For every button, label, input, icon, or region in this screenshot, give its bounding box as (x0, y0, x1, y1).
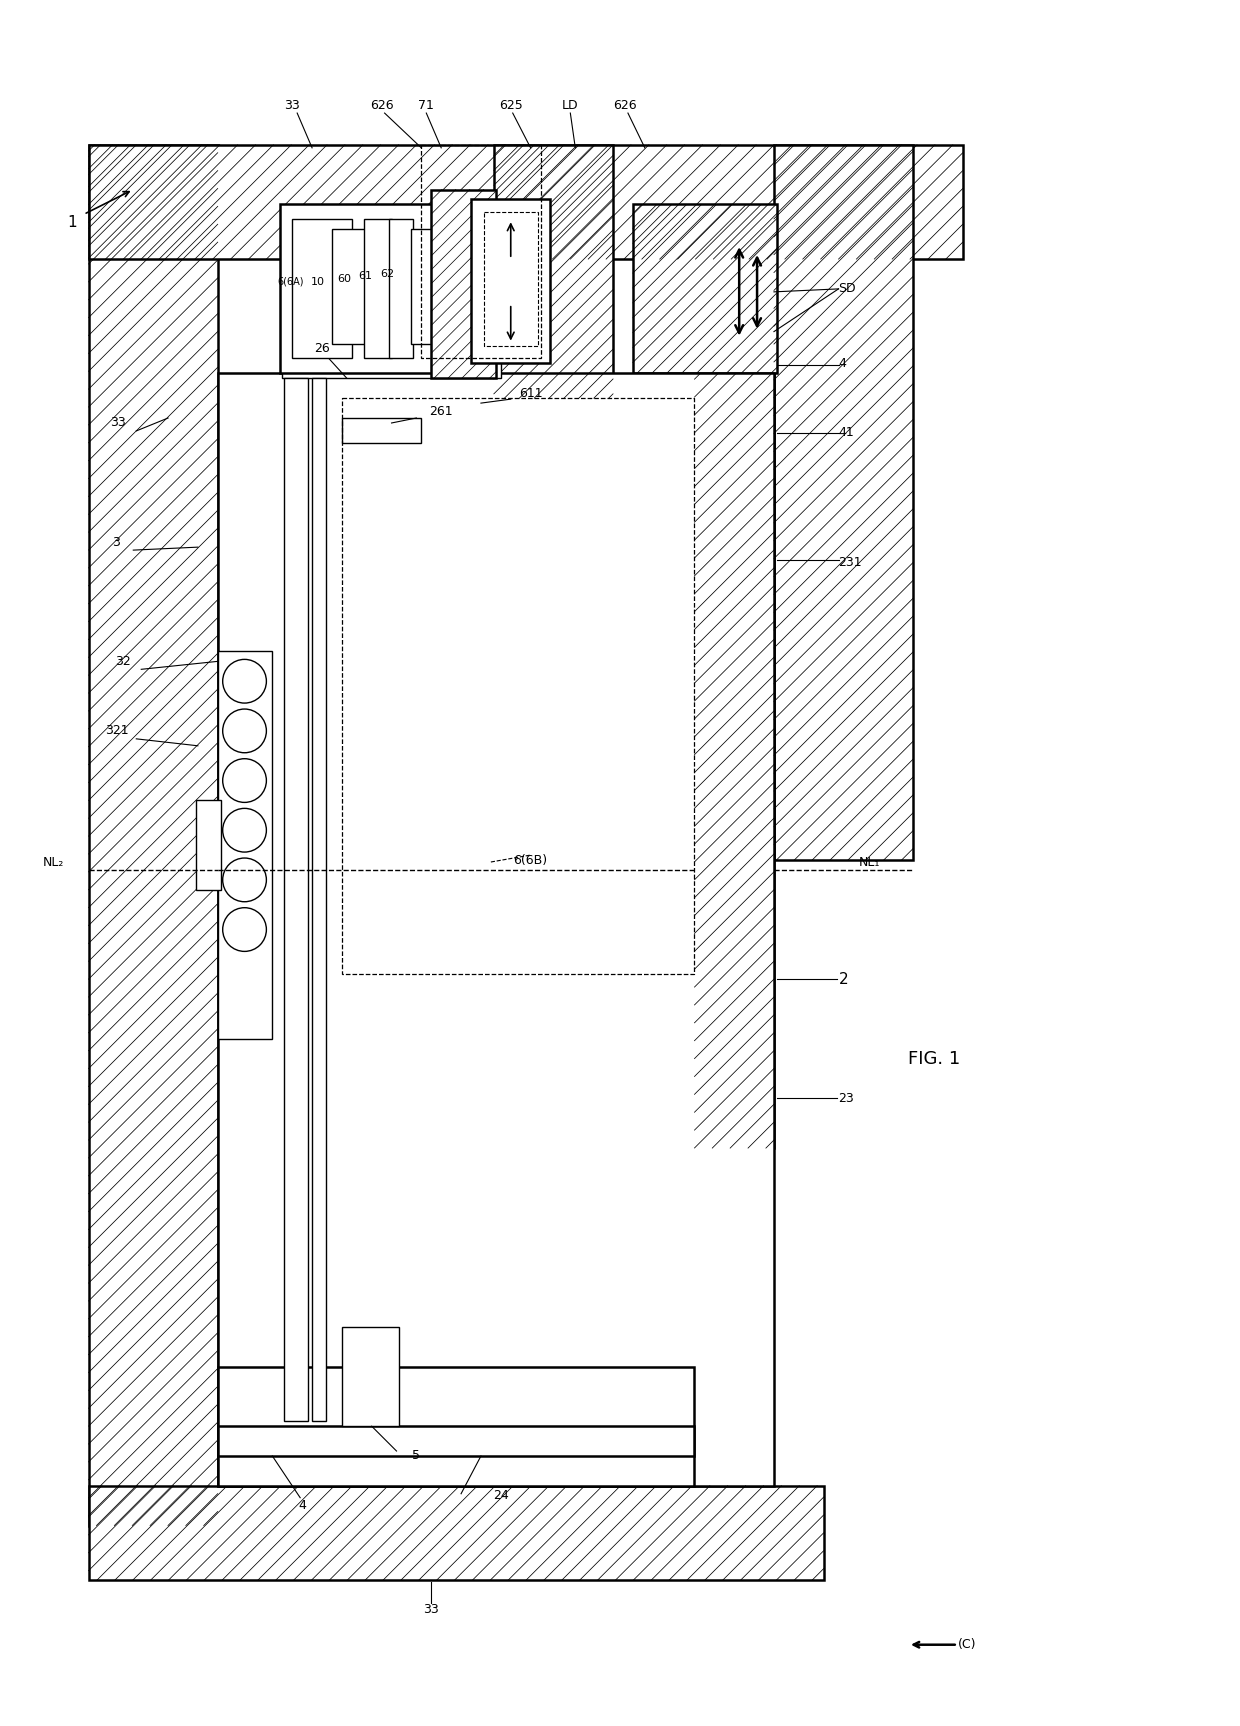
Text: 626: 626 (370, 98, 393, 112)
Bar (312, 378, 326, 1420)
Text: 24: 24 (494, 1490, 508, 1502)
Bar (218, 651, 273, 1039)
Text: 3: 3 (113, 535, 120, 549)
Bar (363, 219, 392, 359)
Text: SD: SD (838, 283, 856, 295)
Text: 33: 33 (284, 98, 300, 112)
Text: 10: 10 (311, 276, 325, 287)
Text: NL₂: NL₂ (42, 856, 63, 868)
Text: (C): (C) (957, 1638, 976, 1652)
Text: 33: 33 (423, 1603, 439, 1617)
Bar (88, 145, 218, 1526)
Bar (342, 1327, 399, 1426)
Bar (412, 230, 433, 343)
Text: NL₁: NL₁ (858, 856, 879, 868)
Text: 41: 41 (838, 426, 854, 440)
Bar (422, 145, 541, 359)
Bar (774, 145, 913, 860)
Bar (694, 373, 774, 1148)
Text: 23: 23 (838, 1093, 854, 1105)
Bar (471, 200, 551, 364)
Bar (332, 230, 367, 343)
Bar (280, 204, 494, 373)
Text: 33: 33 (110, 416, 126, 430)
Text: 261: 261 (429, 404, 453, 418)
Text: 5: 5 (413, 1450, 420, 1462)
Text: 1: 1 (67, 214, 77, 230)
Bar (283, 349, 501, 378)
Text: 32: 32 (115, 654, 131, 668)
Text: 61: 61 (358, 271, 373, 281)
Bar (218, 373, 774, 1486)
Bar (88, 1486, 823, 1579)
Bar (632, 204, 777, 373)
Text: 625: 625 (498, 98, 522, 112)
Bar (432, 190, 496, 378)
Text: 231: 231 (838, 556, 862, 568)
Text: 6(6B): 6(6B) (513, 854, 548, 866)
Text: 626: 626 (613, 98, 637, 112)
Bar (484, 212, 538, 347)
Bar (196, 801, 221, 891)
Bar (293, 219, 352, 359)
Text: 62: 62 (381, 269, 394, 280)
Text: LD: LD (562, 98, 579, 112)
Text: 60: 60 (337, 274, 351, 285)
Bar (218, 1367, 694, 1486)
Text: 4: 4 (298, 1500, 306, 1512)
Text: 611: 611 (518, 387, 542, 400)
Bar (494, 145, 613, 399)
Text: 321: 321 (104, 725, 128, 737)
Text: 4: 4 (838, 357, 847, 369)
Bar (388, 219, 413, 359)
Bar (342, 418, 422, 444)
Text: 26: 26 (314, 342, 330, 356)
Text: FIG. 1: FIG. 1 (908, 1049, 960, 1068)
Bar (88, 145, 962, 259)
Text: 71: 71 (418, 98, 434, 112)
Bar (218, 1426, 694, 1457)
Text: 2: 2 (838, 972, 848, 987)
Text: 6(6A): 6(6A) (277, 276, 304, 287)
Bar (284, 378, 308, 1420)
Bar (342, 399, 694, 973)
